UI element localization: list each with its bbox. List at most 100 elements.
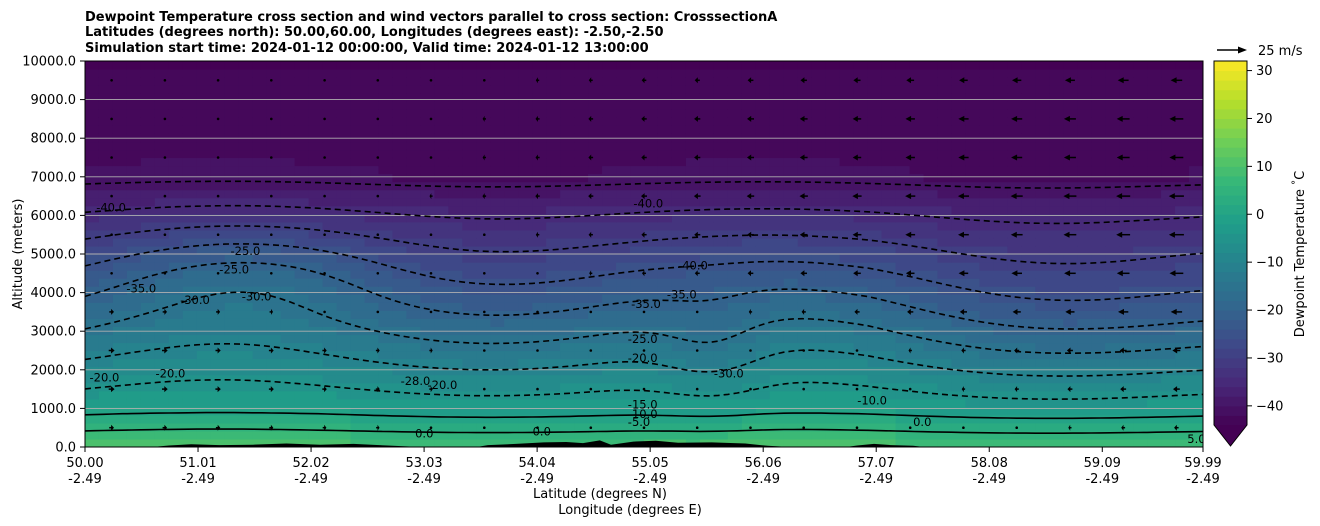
field-cell [126, 430, 142, 440]
wind-vector [1120, 386, 1127, 393]
field-cell [490, 286, 505, 295]
field-cell [182, 270, 198, 279]
field-cell [1063, 93, 1078, 102]
field-cell [448, 254, 463, 263]
field-cell [126, 229, 142, 239]
field-cell [518, 430, 533, 440]
field-cell [154, 350, 170, 360]
field-cell [951, 374, 967, 384]
field-cell [811, 430, 827, 440]
field-cell [154, 189, 170, 199]
field-cell [797, 237, 813, 247]
field-cell [1147, 181, 1162, 191]
field-cell [867, 61, 883, 70]
field-cell [98, 109, 114, 118]
field-cell [1189, 438, 1203, 447]
field-cell [769, 342, 785, 352]
field-cell [923, 302, 939, 311]
field-cell [713, 398, 729, 408]
field-cell [644, 374, 659, 384]
field-cell [783, 318, 799, 327]
wind-vector-stub [855, 426, 859, 430]
field-cell [671, 189, 687, 199]
field-cell [434, 93, 449, 102]
wind-vector [483, 349, 486, 352]
wind-vector-stub [216, 233, 220, 236]
field-cell [1119, 157, 1134, 167]
wind-vector-head [641, 154, 645, 161]
field-cell [1063, 270, 1078, 279]
wind-vector-stub [376, 272, 380, 275]
field-cell [937, 157, 953, 167]
field-cell [350, 334, 366, 344]
contour-label-17: -15.0 [628, 397, 658, 411]
field-cell [979, 438, 994, 447]
field-cell [588, 197, 603, 207]
field-cell [140, 406, 156, 416]
field-cell [476, 61, 491, 70]
field-cell [937, 422, 953, 432]
field-cell [1049, 93, 1064, 102]
field-cell [1175, 350, 1190, 360]
field-cell [420, 334, 435, 344]
field-cell [825, 438, 841, 447]
field-cell [406, 406, 421, 416]
field-cell [727, 109, 743, 118]
field-cell [420, 366, 435, 376]
field-cell [85, 366, 100, 376]
field-cell [644, 149, 659, 159]
field-cell [783, 133, 799, 143]
field-cell [476, 286, 491, 295]
contour-line [85, 243, 1203, 302]
field-cell [1007, 181, 1022, 191]
field-cell [1147, 189, 1162, 199]
field-cell [546, 213, 561, 223]
field-cell [448, 278, 463, 287]
field-cell [853, 101, 869, 110]
field-cell [657, 69, 673, 78]
field-cell [1119, 406, 1134, 416]
field-cell [923, 165, 939, 175]
field-cell [280, 390, 296, 400]
wind-vector-head [1117, 77, 1124, 84]
field-cell [1133, 245, 1148, 255]
field-cell [1161, 221, 1176, 231]
field-cell [490, 141, 505, 151]
field-cell [154, 406, 170, 416]
field-cell [126, 358, 142, 368]
field-cell [126, 318, 142, 327]
field-cell [252, 302, 268, 311]
field-cell [797, 125, 813, 134]
wind-vector-head [641, 77, 645, 84]
field-cell [1077, 61, 1092, 70]
field-cell [630, 221, 645, 231]
field-cell [1175, 181, 1190, 191]
field-cell [182, 205, 198, 215]
field-cell [602, 245, 617, 255]
field-cell [1021, 406, 1036, 416]
field-cell [811, 422, 827, 432]
field-cell [252, 382, 268, 392]
field-cell [532, 294, 547, 303]
field-cell [588, 77, 603, 86]
wind-vector-head [1168, 231, 1175, 238]
field-cell [755, 278, 771, 287]
field-cell [85, 358, 100, 368]
field-cell [951, 286, 967, 295]
field-cell [741, 109, 757, 118]
field-cell [518, 93, 533, 102]
field-cell [98, 262, 114, 271]
field-cell [1049, 61, 1064, 70]
field-cell [546, 165, 561, 175]
field-cell [1063, 205, 1078, 215]
field-cell [434, 438, 449, 447]
field-cell [685, 205, 701, 215]
field-cell [420, 85, 435, 94]
field-cell [811, 149, 827, 159]
field-cell [322, 302, 338, 311]
field-cell [923, 414, 939, 424]
field-cell [85, 390, 100, 400]
field-cell [1133, 310, 1148, 319]
field-cell [294, 173, 310, 183]
field-cell [154, 133, 170, 143]
